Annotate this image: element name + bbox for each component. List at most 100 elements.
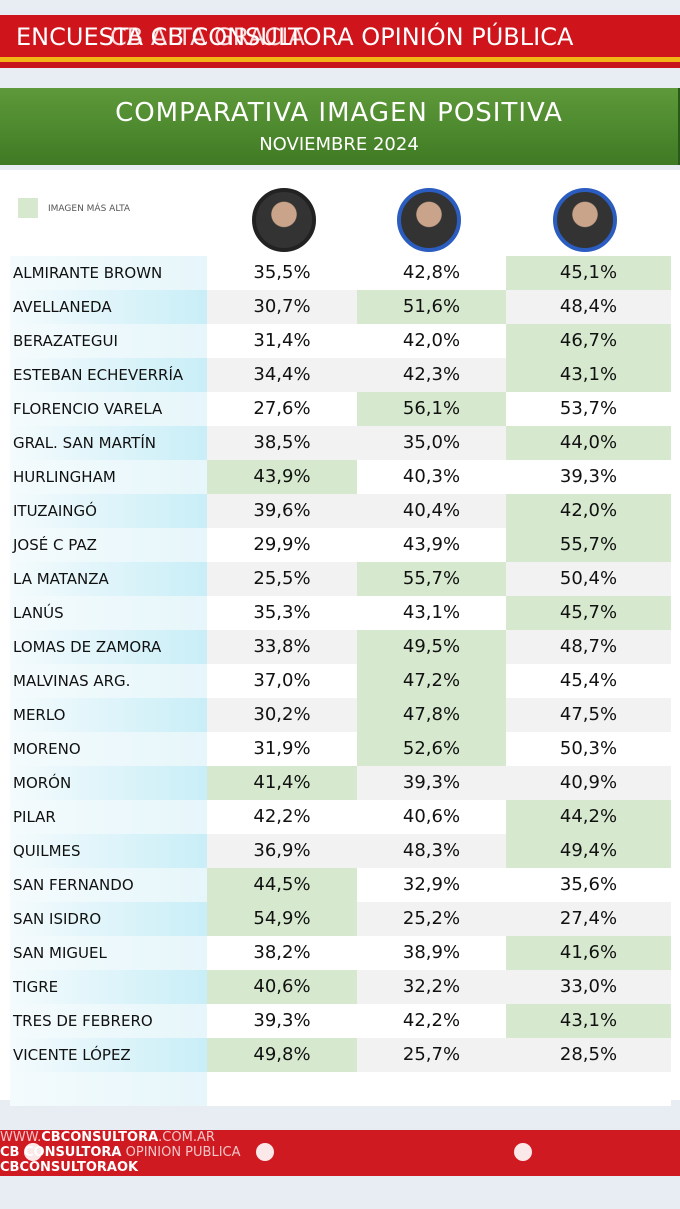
cell: 41,6% — [506, 936, 671, 970]
cell: 33,8% — [207, 630, 357, 664]
cell: 49,4% — [506, 834, 671, 868]
footer-icon — [514, 1143, 532, 1161]
footer-text: OPINION PUBLICA — [121, 1145, 241, 1160]
cell: 51,6% — [357, 290, 506, 324]
cell: 44,5% — [207, 868, 357, 902]
cell: 35,6% — [506, 868, 671, 902]
cell: 31,9% — [207, 732, 357, 766]
row-label: FLORENCIO VARELA — [10, 392, 207, 426]
header-overlay: CB ALTA GRACIA — [110, 23, 305, 51]
row-label: SAN FERNANDO — [10, 868, 207, 902]
cell: 25,2% — [357, 902, 506, 936]
cell: 39,3% — [207, 1004, 357, 1038]
row-label: BERAZATEGUI — [10, 324, 207, 358]
banner-subtitle: NOVIEMBRE 2024 — [259, 134, 419, 155]
row-label: SAN MIGUEL — [10, 936, 207, 970]
row-label: VICENTE LÓPEZ — [10, 1038, 207, 1072]
footer-icon — [24, 1143, 42, 1161]
cell: 38,9% — [357, 936, 506, 970]
footer-item: CB CONSULTORA OPINION PUBLICA — [0, 1145, 680, 1160]
row-label: JOSÉ C PAZ — [10, 528, 207, 562]
row-label: TIGRE — [10, 970, 207, 1004]
cell: 39,3% — [357, 766, 506, 800]
cell: 40,6% — [207, 970, 357, 1004]
row-label: MERLO — [10, 698, 207, 732]
cell: 42,0% — [357, 324, 506, 358]
cell — [207, 1072, 357, 1106]
cell: 36,9% — [207, 834, 357, 868]
cell: 48,7% — [506, 630, 671, 664]
cell: 40,4% — [357, 494, 506, 528]
cell: 40,6% — [357, 800, 506, 834]
cell — [506, 1072, 671, 1106]
cell: 43,1% — [357, 596, 506, 630]
footer: WWW.CBCONSULTORA.COM.AR CB CONSULTORA OPI… — [0, 1130, 680, 1176]
cell: 43,1% — [506, 358, 671, 392]
footer-item: WWW.CBCONSULTORA.COM.AR — [0, 1130, 680, 1145]
cell: 39,3% — [506, 460, 671, 494]
footer-text: CBCONSULTORAOK — [0, 1160, 139, 1175]
cell: 30,2% — [207, 698, 357, 732]
row-label: LOMAS DE ZAMORA — [10, 630, 207, 664]
cell: 49,8% — [207, 1038, 357, 1072]
cell: 25,7% — [357, 1038, 506, 1072]
row-label: LA MATANZA — [10, 562, 207, 596]
cell: 56,1% — [357, 392, 506, 426]
cell: 42,2% — [357, 1004, 506, 1038]
header: ENCUESTA CB CONSULTORA OPINIÓN PÚBLICA C… — [0, 15, 680, 62]
cell: 33,0% — [506, 970, 671, 1004]
row-label: ITUZAINGÓ — [10, 494, 207, 528]
row-label: GRAL. SAN MARTÍN — [10, 426, 207, 460]
cell: 38,5% — [207, 426, 357, 460]
cell: 40,3% — [357, 460, 506, 494]
row-label: SAN ISIDRO — [10, 902, 207, 936]
cell: 40,9% — [506, 766, 671, 800]
cell: 25,5% — [207, 562, 357, 596]
cell: 43,9% — [357, 528, 506, 562]
row-label: ESTEBAN ECHEVERRÍA — [10, 358, 207, 392]
row-label: HURLINGHAM — [10, 460, 207, 494]
footer-text: CB CONSULTORA — [0, 1145, 122, 1160]
cell: 47,2% — [357, 664, 506, 698]
cell: 42,3% — [357, 358, 506, 392]
cell: 50,3% — [506, 732, 671, 766]
cell: 39,6% — [207, 494, 357, 528]
footer-icon — [256, 1143, 274, 1161]
cell — [357, 1072, 506, 1106]
legend-label: IMAGEN MÁS ALTA — [48, 204, 131, 214]
cell: 42,0% — [506, 494, 671, 528]
row-label: PILAR — [10, 800, 207, 834]
footer-text: .COM.AR — [158, 1130, 215, 1145]
cell: 55,7% — [357, 562, 506, 596]
cell: 43,9% — [207, 460, 357, 494]
cell: 34,4% — [207, 358, 357, 392]
banner-title: COMPARATIVA IMAGEN POSITIVA — [115, 98, 563, 128]
footer-text: WWW. — [0, 1130, 42, 1145]
cell: 48,3% — [357, 834, 506, 868]
cell: 27,4% — [506, 902, 671, 936]
cell: 47,8% — [357, 698, 506, 732]
cell: 27,6% — [207, 392, 357, 426]
cell: 53,7% — [506, 392, 671, 426]
cell: 47,5% — [506, 698, 671, 732]
cell: 31,4% — [207, 324, 357, 358]
avatar — [252, 188, 316, 252]
row-label — [10, 1072, 207, 1106]
cell: 35,3% — [207, 596, 357, 630]
cell: 43,1% — [506, 1004, 671, 1038]
cell: 48,4% — [506, 290, 671, 324]
cell: 35,5% — [207, 256, 357, 290]
cell: 50,4% — [506, 562, 671, 596]
row-label: MALVINAS ARG. — [10, 664, 207, 698]
row-label: LANÚS — [10, 596, 207, 630]
avatar — [553, 188, 617, 252]
legend-swatch — [18, 198, 38, 218]
row-label: AVELLANEDA — [10, 290, 207, 324]
cell: 37,0% — [207, 664, 357, 698]
cell: 55,7% — [506, 528, 671, 562]
row-label: QUILMES — [10, 834, 207, 868]
row-label: TRES DE FEBRERO — [10, 1004, 207, 1038]
cell: 41,4% — [207, 766, 357, 800]
cell: 38,2% — [207, 936, 357, 970]
cell: 54,9% — [207, 902, 357, 936]
